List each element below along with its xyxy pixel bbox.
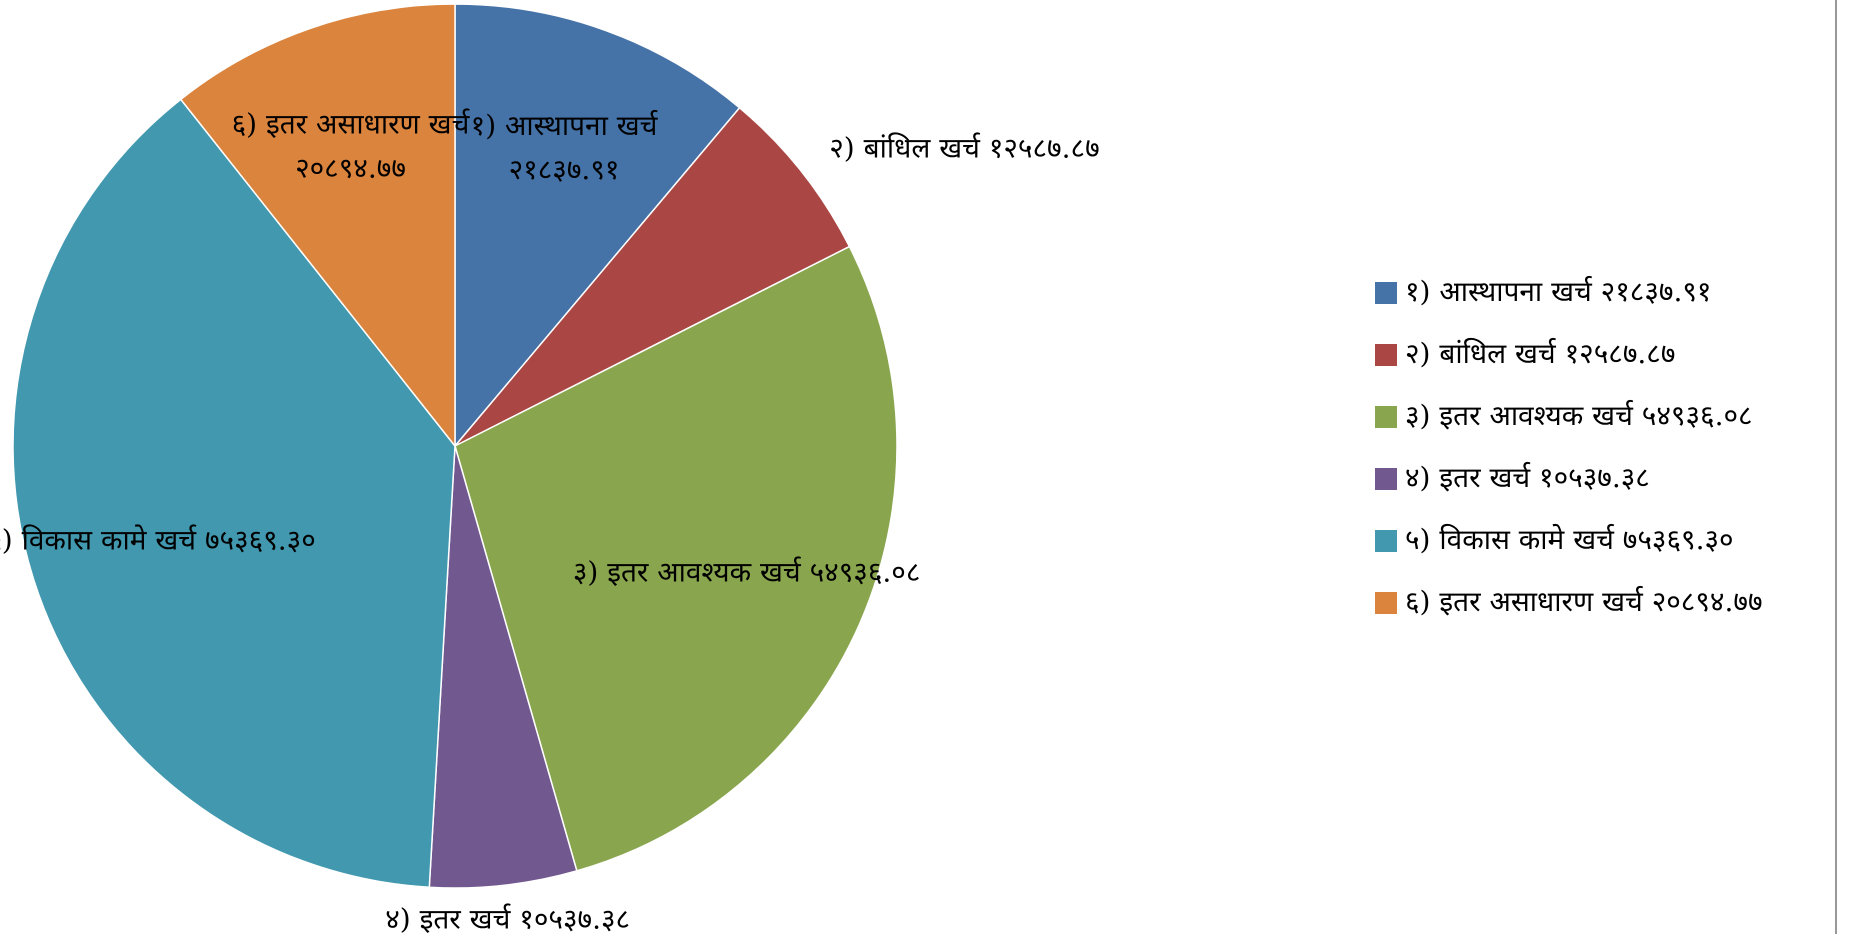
data-label: ६) इतर असाधारण खर्च २०८९४.७७ — [232, 107, 471, 184]
legend-gap — [1633, 399, 1642, 432]
legend-category: १) आस्थापना खर्च — [1405, 275, 1593, 308]
legend-label: ४) इतर खर्च १०५३७.३८ — [1405, 461, 1650, 494]
legend-label: २) बांधिल खर्च १२५८७.८७ — [1405, 337, 1675, 370]
data-label-value: २०८९४.७७ — [295, 151, 406, 184]
legend-gap — [1643, 585, 1652, 618]
data-label: ४) इतर खर्च १०५३७.३८ — [385, 902, 630, 934]
data-label: २) बांधिल खर्च १२५८७.८७ — [829, 131, 1099, 164]
pie-slice — [179, 3, 456, 449]
legend-value: ७५३६९.३० — [1623, 523, 1734, 556]
data-label-gap — [196, 523, 205, 556]
legend-swatch — [1375, 468, 1397, 490]
data-label-value: १०५३७.३८ — [519, 902, 630, 934]
data-label-gap — [801, 555, 810, 588]
legend-swatch — [1375, 530, 1397, 552]
pie-slice — [454, 3, 741, 449]
pie-slice — [428, 445, 578, 889]
legend-category: ४) इतर खर्च — [1405, 461, 1531, 494]
legend-label: ३) इतर आवश्यक खर्च ५४९३६.०८ — [1405, 399, 1753, 432]
data-label-value: ७५३६९.३० — [205, 523, 316, 556]
data-label-category: २) बांधिल खर्च — [829, 131, 981, 164]
legend-label: १) आस्थापना खर्च २१८३७.९१ — [1405, 275, 1712, 308]
legend-category: २) बांधिल खर्च — [1405, 337, 1557, 370]
data-label: १) आस्थापना खर्च २१८३७.९१ — [471, 109, 659, 186]
data-label: ५) विकास कामे खर्च ७५३६९.३० — [0, 523, 316, 556]
data-label-category: ३) इतर आवश्यक खर्च — [573, 555, 802, 588]
legend-swatch — [1375, 282, 1397, 304]
legend-value: २१८३७.९१ — [1601, 275, 1712, 308]
data-label-gap — [980, 131, 989, 164]
legend-label: ६) इतर असाधारण खर्च २०८९४.७७ — [1405, 585, 1763, 618]
legend-category: ३) इतर आवश्यक खर्च — [1405, 399, 1634, 432]
legend-gap — [1530, 461, 1539, 494]
data-label-category: १) आस्थापना खर्च — [471, 109, 659, 142]
legend-swatch — [1375, 406, 1397, 428]
data-label-category: ६) इतर असाधारण खर्च — [232, 107, 471, 140]
data-label-category: ५) विकास कामे खर्च — [0, 523, 197, 556]
data-label-category: ४) इतर खर्च — [385, 902, 511, 934]
pie-slice — [12, 98, 456, 889]
legend-value: ५४९३६.०८ — [1642, 399, 1753, 432]
data-label-value: २१८३७.९१ — [509, 153, 620, 186]
pie-slice — [454, 106, 851, 447]
data-label-gap — [510, 902, 519, 934]
legend-swatch — [1375, 344, 1397, 366]
legend-swatch — [1375, 592, 1397, 614]
legend-gap — [1592, 275, 1601, 308]
legend-gap — [1614, 523, 1623, 556]
legend-gap — [1556, 337, 1565, 370]
legend-value: २०८९४.७७ — [1652, 585, 1763, 618]
legend-category: ५) विकास कामे खर्च — [1405, 523, 1615, 556]
pie-slice — [454, 245, 898, 872]
legend-label: ५) विकास कामे खर्च ७५३६९.३० — [1405, 523, 1734, 556]
legend-category: ६) इतर असाधारण खर्च — [1405, 585, 1644, 618]
data-label-value: १२५८७.८७ — [989, 131, 1100, 164]
data-label-value: ५४९३६.०८ — [810, 555, 921, 588]
legend-value: १२५८७.८७ — [1565, 337, 1676, 370]
legend-value: १०५३७.३८ — [1539, 461, 1650, 494]
data-label: ३) इतर आवश्यक खर्च ५४९३६.०८ — [573, 555, 921, 588]
